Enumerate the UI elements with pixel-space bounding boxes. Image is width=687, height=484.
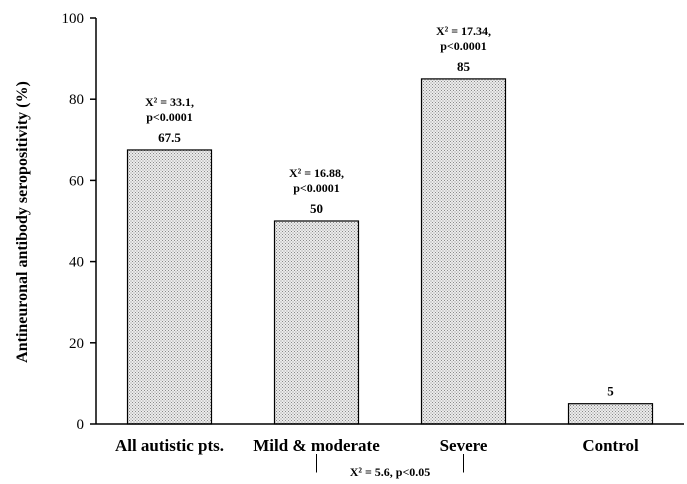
y-axis-label: Antineuronal antibody seropositivity (%) xyxy=(14,81,31,363)
y-tick-label: 0 xyxy=(77,417,85,433)
y-tick-label: 80 xyxy=(69,92,84,108)
p-value-label: p<0.0001 xyxy=(146,110,193,124)
bar-value-label: 50 xyxy=(310,201,323,216)
bar-1 xyxy=(273,220,360,425)
bar-2 xyxy=(420,78,507,425)
p-value-label: p<0.0001 xyxy=(440,39,487,53)
bar-value-label: 85 xyxy=(457,59,471,74)
y-tick-label: 40 xyxy=(69,255,84,271)
y-tick-label: 20 xyxy=(69,336,84,352)
bracket-right xyxy=(463,454,464,473)
y-tick-label: 100 xyxy=(62,11,85,27)
y-axis: 0 20 40 60 80 100 xyxy=(62,11,97,433)
bar-value-label: 5 xyxy=(607,384,614,399)
y-tick-label: 60 xyxy=(69,173,84,189)
p-value-label: p<0.0001 xyxy=(293,181,340,195)
bars xyxy=(126,78,654,425)
chi-square-label: X² = 33.1, xyxy=(145,95,194,109)
bracket-left xyxy=(316,454,317,473)
bar-value-label: 67.5 xyxy=(158,130,181,145)
comparison-label: X² = 5.6, p<0.05 xyxy=(350,465,431,479)
x-tick-label: Mild & moderate xyxy=(253,436,380,455)
value-labels: 67.5 50 85 5 xyxy=(158,59,614,399)
x-axis: All autistic pts. Mild & moderate Severe Co… xyxy=(96,423,684,455)
x-tick-label: Control xyxy=(582,436,639,455)
comparison-bracket: X² = 5.6, p<0.05 xyxy=(316,454,464,479)
chi-square-label: X² = 17.34, xyxy=(436,24,491,38)
chi-square-label: X² = 16.88, xyxy=(289,166,344,180)
x-tick-label: All autistic pts. xyxy=(115,436,224,455)
bar-3 xyxy=(567,403,654,425)
bar-0 xyxy=(126,149,213,425)
x-tick-label: Severe xyxy=(440,436,488,455)
